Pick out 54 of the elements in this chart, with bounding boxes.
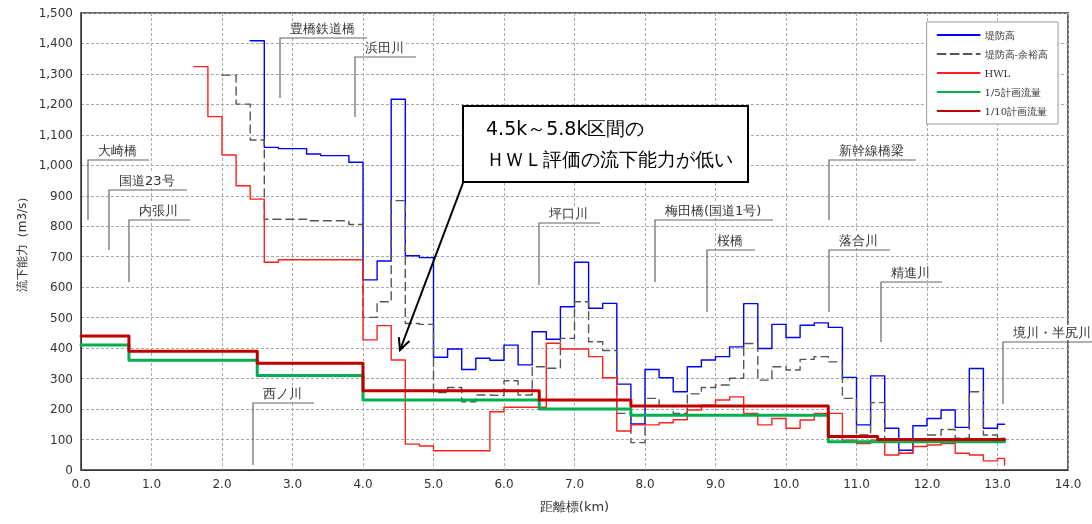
x-tick-label: 7.0 [564,477,585,491]
annotation: 新幹線橋梁 [839,143,904,158]
x-tick-label: 1.0 [141,477,162,491]
y-tick-label: 800 [50,219,73,234]
y-tick-label: 1,300 [38,66,73,81]
y-tick-label: 900 [50,188,73,203]
y-tick-label: 1,200 [38,97,73,112]
legend-label: 堤防高-余裕高 [983,48,1049,60]
x-tick-label: 11.0 [843,477,870,491]
x-tick-label: 8.0 [635,477,655,491]
y-tick-label: 1,100 [38,127,73,142]
x-tick-label: 13.0 [984,477,1011,491]
annotation: 浜田川 [365,40,404,55]
annotation: 西ノ川 [263,386,302,401]
x-axis-title: 距離標(km) [539,499,610,514]
y-tick-label: 500 [50,310,73,325]
x-tick-label: 5.0 [423,477,444,491]
annotation: ＨＷＬ評価の流下能力が低い [486,147,733,172]
annotation: 落合川 [839,233,878,248]
legend-label: 堤防高 [983,29,1015,41]
annotation: 桜橋 [717,233,743,248]
annotation: 豊橋鉄道橋 [290,21,355,36]
y-tick-label: 200 [50,402,73,417]
x-tick-label: 0.0 [71,477,91,491]
annotation: 内張川 [139,203,178,218]
annotation: 精進川 [891,265,930,280]
annotation: 境川・半尻川 [1013,325,1091,340]
x-tick-label: 12.0 [913,477,941,491]
y-tick-label: 1,400 [38,36,73,51]
y-axis-title: 流下能力（m3/s） [14,190,29,293]
x-tick-label: 6.0 [494,477,514,491]
x-tick-label: 2.0 [212,477,232,491]
x-tick-label: 9.0 [705,477,726,491]
y-tick-label: 0 [65,463,73,477]
x-tick-label: 14.0 [1054,477,1082,491]
legend-label: HWL [984,67,1011,79]
annotation: 4.5k～5.8k区間の [486,116,646,141]
y-tick-label: 1,500 [38,6,73,20]
x-tick-label: 3.0 [282,477,303,491]
annotation: 梅田橋(国道1号) [665,203,762,218]
annotation: 坪口川 [549,206,588,221]
y-tick-label: 1,000 [38,158,73,173]
y-tick-label: 300 [50,371,73,386]
legend-label: 1/5計画流量 [984,86,1041,98]
annotation: 大崎橋 [98,143,137,158]
y-tick-label: 100 [50,432,73,447]
y-tick-label: 400 [50,341,73,356]
y-tick-label: 600 [50,280,73,295]
x-tick-label: 4.0 [353,477,373,491]
annotation: 国道23号 [119,173,175,188]
x-tick-label: 10.0 [772,477,800,491]
y-tick-label: 700 [50,249,73,264]
legend-label: 1/10計画流量 [984,105,1048,117]
callout-box: 4.5k～5.8k区間の ＨＷＬ評価の流下能力が低い [462,105,749,183]
